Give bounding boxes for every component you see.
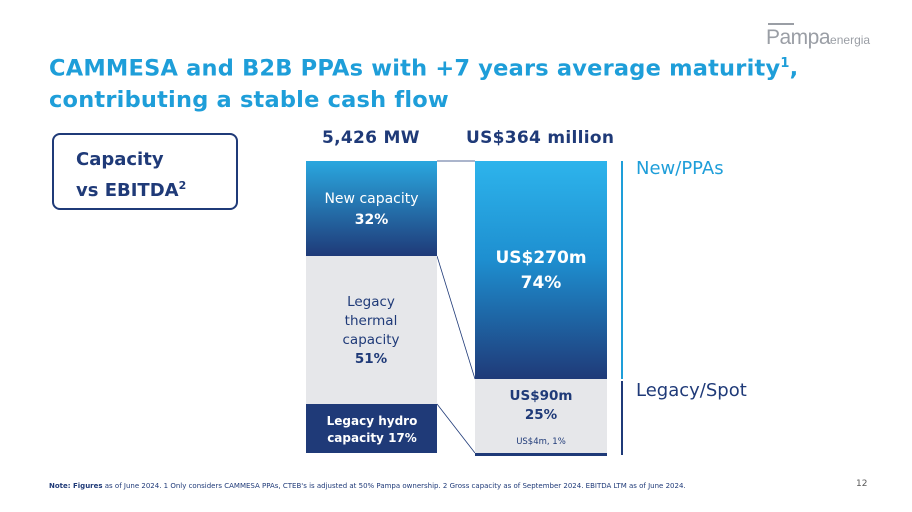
bar-new-capacity-text: New capacity 32% [306,189,437,231]
new-ppas-bracket [621,161,623,379]
page-number: 12 [856,479,868,489]
ppa-ebitda-label: US$270m [495,248,587,268]
slide-title: CAMMESA and B2B PPAs with +7 years avera… [49,48,829,116]
connector-bottom [436,403,476,454]
logo-mark-icon [768,23,794,25]
box-line-1: Capacity [76,149,164,170]
legacy-spot-bracket [621,381,623,455]
hydro-ebitda-label: US$4m, 1% [516,437,566,447]
box-footnote-marker: 2 [178,179,187,192]
bar-new-capacity: New capacity 32% [306,161,437,256]
title-line-1-end: , [789,55,799,82]
bar-ppa-ebitda-text: US$270m 74% [475,246,607,296]
ppa-ebitda-value: 74% [520,273,562,293]
legacy-hydro-value: 17% [388,431,417,445]
legacy-hydro-label: Legacy hydro capacity [326,414,418,445]
pampa-logo: Pampaenergia [766,23,871,50]
box-line-2: vs EBITDA [76,180,179,201]
new-capacity-label: New capacity [324,191,419,207]
box-text: Capacity vs EBITDA2 [76,147,186,204]
title-footnote-marker: 1 [780,56,790,71]
legacy-thermal-label: Legacy thermal capacity [342,294,400,348]
bar-spot-ebitda-text: US$90m 25% [475,387,607,425]
title-line-2: contributing a stable cash flow [49,86,449,113]
logo-small-text: energia [830,33,871,47]
footnote: Note: Figures as of June 2024. 1 Only co… [49,482,686,490]
logo-main-text: Pampa [766,26,831,49]
spot-ebitda-value: 25% [524,407,558,423]
capacity-vs-ebitda-box: Capacity vs EBITDA2 [52,133,238,210]
capacity-header: 5,426 MW [322,128,420,148]
bar-legacy-thermal-text: Legacy thermal capacity 51% [328,293,414,369]
bar-legacy-hydro-text: Legacy hydro capacity 17% [320,413,424,447]
new-capacity-value: 32% [354,212,389,228]
bar-ppa-ebitda: US$270m 74% [475,161,607,379]
bar-legacy-thermal: Legacy thermal capacity 51% [306,256,437,404]
connector-mid [436,255,476,380]
ebitda-header: US$364 million [466,128,615,148]
legacy-spot-label: Legacy/Spot [636,380,747,401]
footnote-text: as of June 2024. 1 Only considers CAMMES… [102,482,686,490]
title-line-1: CAMMESA and B2B PPAs with +7 years avera… [49,55,781,82]
bar-hydro-ebitda [475,453,607,456]
footnote-label: Note: Figures [49,482,103,490]
bar-legacy-hydro: Legacy hydro capacity 17% [306,404,437,453]
new-ppas-label: New/PPAs [636,158,724,179]
bar-spot-ebitda: US$90m 25% US$4m, 1% [475,379,607,453]
legacy-thermal-value: 51% [354,351,388,367]
spot-ebitda-label: US$90m [509,388,573,404]
